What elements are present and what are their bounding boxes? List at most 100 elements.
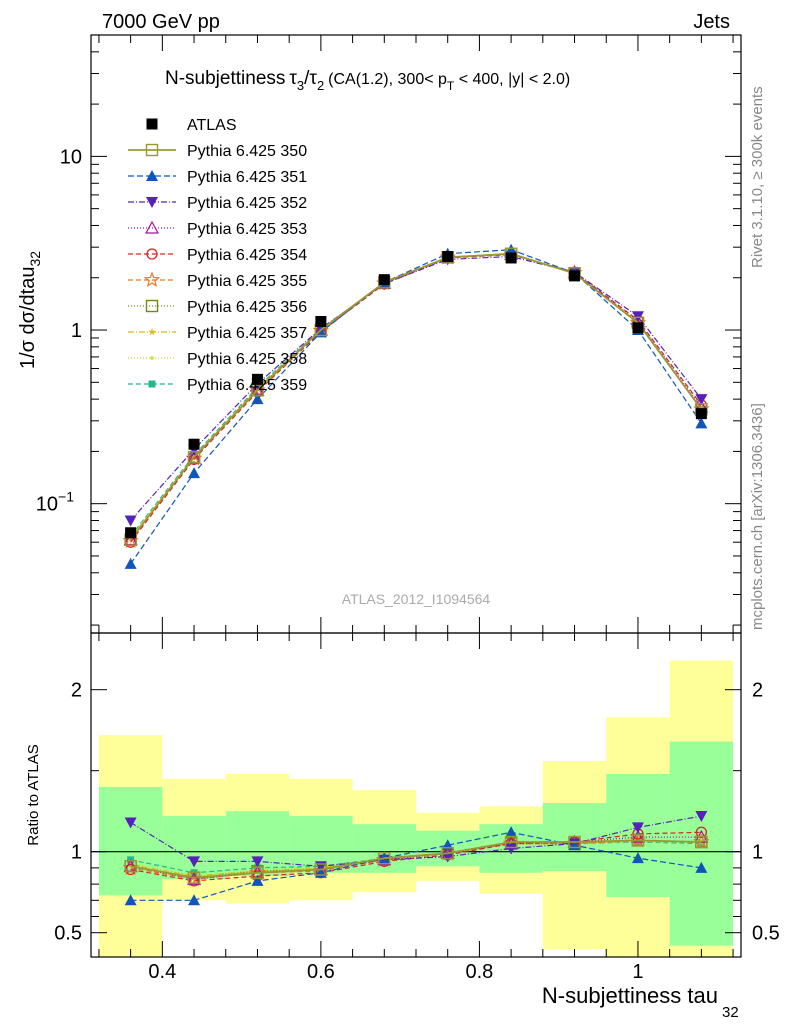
series-pythia-6-425-355: [122, 245, 710, 548]
title-sub3: 3: [297, 78, 304, 93]
title-subT: T: [447, 79, 455, 93]
ylabel-sub: 32: [27, 251, 43, 267]
ratio-point: [695, 861, 708, 873]
series-pythia-6-425-350: [124, 247, 708, 546]
ratio-point: [124, 894, 137, 906]
ratio-line: [130, 839, 702, 879]
header-right: Jets: [693, 11, 730, 33]
ratio-point: [568, 835, 581, 849]
plot-title: N-subjettiness τ3/τ2 (CA(1.2), 300< pT < 4…: [165, 68, 570, 93]
ylabel-text: 1/σ dσ/dtau: [17, 267, 39, 370]
data-point: [632, 322, 644, 334]
legend-entry: ATLAS: [146, 117, 237, 134]
title-sub2: 2: [317, 78, 324, 93]
legend-label: Pythia 6.425 353: [187, 221, 307, 238]
x-axis-label-sub: 32: [722, 1004, 739, 1021]
x-tick-label: 0.8: [466, 961, 494, 983]
ratio-point: [251, 866, 264, 879]
legend-entry: Pythia 6.425 351: [128, 169, 307, 186]
legend-entry: Pythia 6.425 358: [128, 351, 307, 368]
data-point: [188, 438, 200, 450]
legend-label: Pythia 6.425 351: [187, 169, 307, 186]
ratio-point: [504, 835, 518, 849]
y-tick-label-ratio-right: 1: [752, 842, 763, 864]
series-line: [130, 249, 702, 565]
y-axis-label-ratio: Ratio to ATLAS: [25, 744, 42, 845]
data-point: [695, 408, 707, 420]
rivet-label: Rivet 3.1.10, ≥ 300k events: [749, 86, 766, 268]
ratio-line: [130, 841, 702, 874]
legend: ATLAS Pythia 6.425 350 Pythia 6.425 351 Pyt…: [128, 117, 307, 394]
legend-marker: [146, 248, 158, 260]
ratio-point: [188, 894, 201, 906]
legend-label: Pythia 6.425 354: [187, 247, 307, 264]
data-point: [569, 270, 581, 282]
ratio-line: [130, 831, 702, 882]
series-line: [130, 253, 702, 543]
legend-entry: Pythia 6.425 352: [128, 195, 307, 212]
legend-label: Pythia 6.425 352: [187, 195, 307, 212]
ratio-point: [631, 852, 644, 864]
ratio-point: [695, 811, 708, 823]
y-tick-label-base: 10: [36, 494, 58, 516]
series-line: [130, 253, 702, 539]
legend-marker: [145, 299, 159, 313]
series-pythia-6-425-353: [123, 247, 709, 546]
series-pythia-6-425-357: [126, 250, 706, 542]
series-pythia-6-425-356: [124, 247, 708, 546]
ratio-line: [130, 831, 702, 901]
title-tau3: τ: [289, 68, 297, 89]
y-tick-label-main: 1: [71, 320, 82, 342]
ratio-line: [130, 841, 702, 877]
header-left: 7000 GeV pp: [102, 11, 220, 33]
analysis-watermark: ATLAS_2012_I1094564: [342, 591, 491, 607]
series-pythia-6-425-359: [127, 250, 705, 540]
data-point: [505, 243, 518, 255]
x-axis-label: N-subjettiness tau: [542, 983, 718, 1008]
series-atlas: [125, 251, 707, 539]
legend-label: Pythia 6.425 358: [187, 351, 307, 368]
series-line: [130, 253, 702, 542]
ratio-point: [124, 860, 137, 873]
ratio-pythia-6-425-350: [124, 834, 708, 884]
data-point: [187, 451, 201, 464]
legend-entry: Pythia 6.425 355: [128, 271, 307, 290]
legend-marker: [144, 220, 160, 234]
legend-label: ATLAS: [187, 117, 237, 134]
y-tick-label-exp: −1: [58, 489, 74, 505]
series-line: [130, 253, 702, 541]
legend-entry: Pythia 6.425 353: [128, 220, 307, 238]
data-point: [695, 394, 708, 406]
x-tick-label: 0.4: [148, 961, 176, 983]
series-pythia-6-425-354: [124, 248, 708, 548]
data-point: [125, 527, 137, 539]
data-point: [124, 515, 137, 527]
data-point: [378, 274, 390, 286]
data-point: [188, 467, 201, 479]
series-pythia-6-425-358: [128, 252, 704, 540]
mcplots-label: mcplots.cern.ch [arXiv:1306.3436]: [749, 403, 766, 630]
ratio-point: [378, 851, 391, 865]
data-point: [314, 326, 327, 338]
y-tick-label-ratio: 2: [71, 680, 82, 702]
ratio-point: [631, 822, 644, 834]
legend-marker: [148, 380, 156, 388]
legend-entry: Pythia 6.425 354: [128, 247, 307, 264]
y-tick-label-ratio: 0.5: [54, 923, 82, 945]
ratio-series: [122, 811, 710, 906]
y-tick-label-main: 10: [60, 146, 82, 168]
ratio-point: [631, 834, 645, 847]
series-line: [130, 253, 702, 538]
x-tick-label: 0.6: [307, 961, 335, 983]
title-tau2: τ: [309, 68, 317, 89]
ratio-bands: [98, 660, 734, 957]
y-tick-label-ratio-right: 0.5: [752, 923, 780, 945]
y-tick-label-ratio-right: 2: [752, 680, 763, 702]
band-inner-bin: [98, 786, 163, 896]
legend-label: Pythia 6.425 359: [187, 377, 307, 394]
legend-entry: Pythia 6.425 350: [128, 143, 307, 160]
y-tick-label-main: 10−1: [36, 489, 74, 516]
ratio-point: [251, 856, 264, 868]
legend-marker: [146, 197, 158, 208]
